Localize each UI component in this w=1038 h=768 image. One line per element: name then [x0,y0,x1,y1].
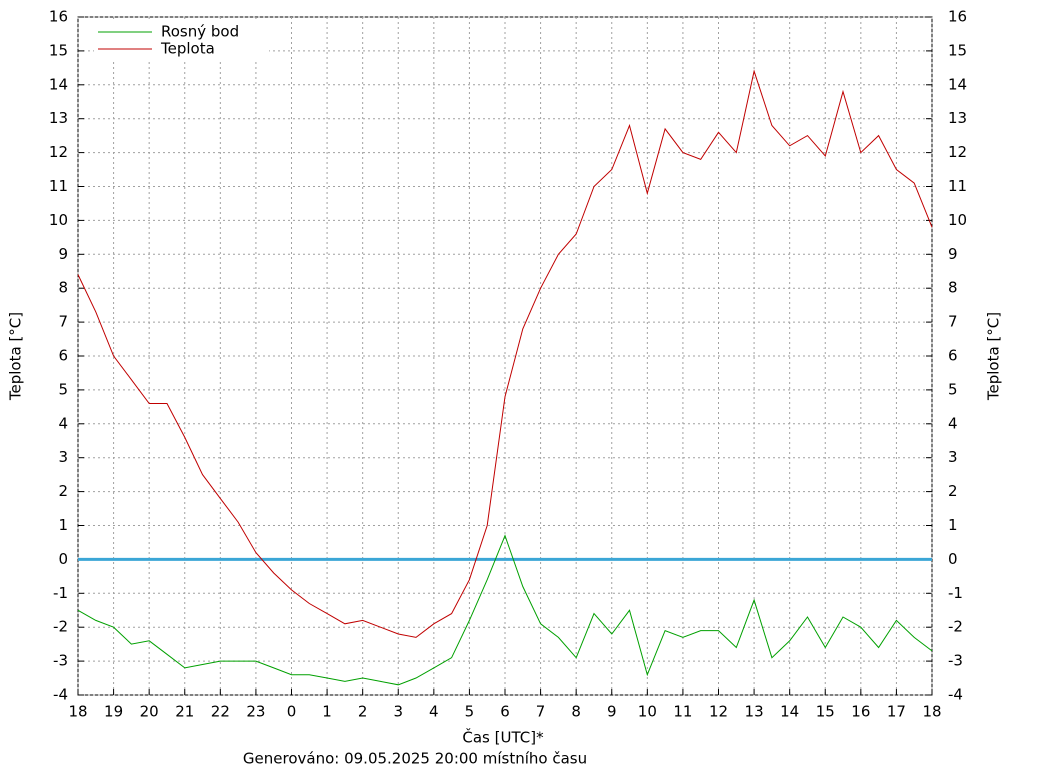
y-tick-label: 1 [58,516,68,534]
y-tick-label: 15 [49,41,68,59]
y-tick-label: 7 [58,313,68,331]
y2-tick-label: 8 [948,279,958,297]
x-axis-label: Čas [UTC]* [462,728,544,747]
y-tick-label: 3 [58,448,68,466]
x-tick-label: 6 [500,703,510,721]
x-tick-label: 18 [922,703,941,721]
y-axis-label: Teplota [°C] [7,312,25,401]
y2-tick-label: 11 [948,177,967,195]
y2-tick-label: 6 [948,347,958,365]
x-tick-label: 23 [246,703,265,721]
y-tick-label: 13 [49,109,68,127]
x-tick-label: 9 [607,703,617,721]
x-tick-label: 5 [465,703,475,721]
y2-tick-label: 10 [948,211,967,229]
x-tick-label: 10 [638,703,657,721]
x-tick-label: 19 [104,703,123,721]
x-tick-label: 22 [211,703,230,721]
y2-tick-label: 7 [948,313,958,331]
y2-tick-label: 5 [948,380,958,398]
y-tick-label: -2 [53,618,68,636]
y2-tick-label: 9 [948,245,958,263]
x-tick-label: 7 [536,703,546,721]
y2-tick-label: -4 [948,686,963,704]
x-tick-label: 20 [140,703,159,721]
x-tick-label: 0 [287,703,297,721]
y2-tick-label: 16 [948,8,967,26]
y-tick-label: 2 [58,482,68,500]
y2-tick-label: -3 [948,652,963,670]
y-tick-label: 9 [58,245,68,263]
y-tick-label: -3 [53,652,68,670]
y-tick-label: 16 [49,8,68,26]
x-tick-label: 18 [68,703,87,721]
x-tick-label: 14 [780,703,799,721]
y2-tick-label: 3 [948,448,958,466]
y2-tick-label: -1 [948,584,963,602]
y2-tick-label: 4 [948,414,958,432]
x-tick-label: 4 [429,703,439,721]
y2-tick-label: 0 [948,550,958,568]
y2-tick-label: 15 [948,41,967,59]
y-tick-label: 10 [49,211,68,229]
legend-label: Teplota [160,40,215,58]
x-tick-label: 1 [322,703,332,721]
y2-axis-label: Teplota [°C] [985,312,1003,401]
y2-tick-label: 14 [948,75,967,93]
x-tick-label: 3 [393,703,403,721]
series-line [77,534,933,686]
x-tick-label: 11 [673,703,692,721]
x-tick-label: 21 [175,703,194,721]
y-tick-label: 8 [58,279,68,297]
x-tick-label: 17 [887,703,906,721]
y-tick-label: 4 [58,414,68,432]
x-tick-label: 2 [358,703,368,721]
y-tick-label: 11 [49,177,68,195]
y-tick-label: 6 [58,347,68,365]
series-line [77,69,933,638]
x-tick-label: 8 [571,703,581,721]
y2-tick-label: -2 [948,618,963,636]
x-tick-label: 13 [745,703,764,721]
y-tick-label: -4 [53,686,68,704]
y2-tick-label: 2 [948,482,958,500]
y2-tick-label: 12 [948,143,967,161]
x-tick-label: 16 [851,703,870,721]
y2-tick-label: 1 [948,516,958,534]
x-tick-label: 15 [816,703,835,721]
legend-label: Rosný bod [161,23,239,41]
legend-box [94,21,269,61]
y-tick-label: 14 [49,75,68,93]
y-tick-label: 0 [58,550,68,568]
x-tick-label: 12 [709,703,728,721]
footer: Generováno: 09.05.2025 20:00 místního ča… [243,750,587,768]
y-tick-label: 12 [49,143,68,161]
y2-tick-label: 13 [948,109,967,127]
y-tick-label: 5 [58,380,68,398]
y-tick-label: -1 [53,584,68,602]
